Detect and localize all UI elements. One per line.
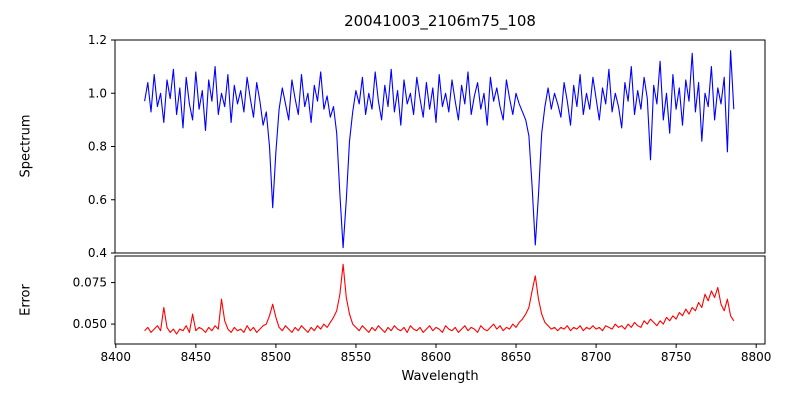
error-y-axis-label: Error (18, 284, 34, 316)
x-tick-label: 8700 (581, 350, 612, 364)
x-tick-label: 8400 (101, 350, 132, 364)
spectrum-y-axis-label: Spectrum (18, 114, 34, 178)
spectrum-axes-box (114, 39, 766, 254)
y-tick-label: 0.6 (88, 193, 107, 207)
y-tick-label: 0.4 (88, 246, 107, 260)
error-axes-box (114, 255, 766, 345)
x-tick-label: 8600 (421, 350, 452, 364)
x-tick-label: 8450 (181, 350, 212, 364)
y-tick-label: 0.050 (73, 317, 107, 331)
error-line (144, 263, 735, 335)
y-tick-label: 1.0 (88, 86, 107, 100)
x-tick-label: 8500 (261, 350, 292, 364)
y-tick-label: 0.075 (73, 276, 107, 290)
y-tick-label: 1.2 (88, 33, 107, 47)
spectrum-line (144, 50, 735, 249)
chart-title: 20041003_2106m75_108 (344, 12, 536, 30)
x-tick-label: 8650 (501, 350, 532, 364)
y-tick-label: 0.8 (88, 140, 107, 154)
x-axis-label: Wavelength (401, 369, 479, 384)
x-tick-label: 8550 (341, 350, 372, 364)
x-tick-label: 8800 (741, 350, 772, 364)
x-tick-label: 8750 (661, 350, 692, 364)
